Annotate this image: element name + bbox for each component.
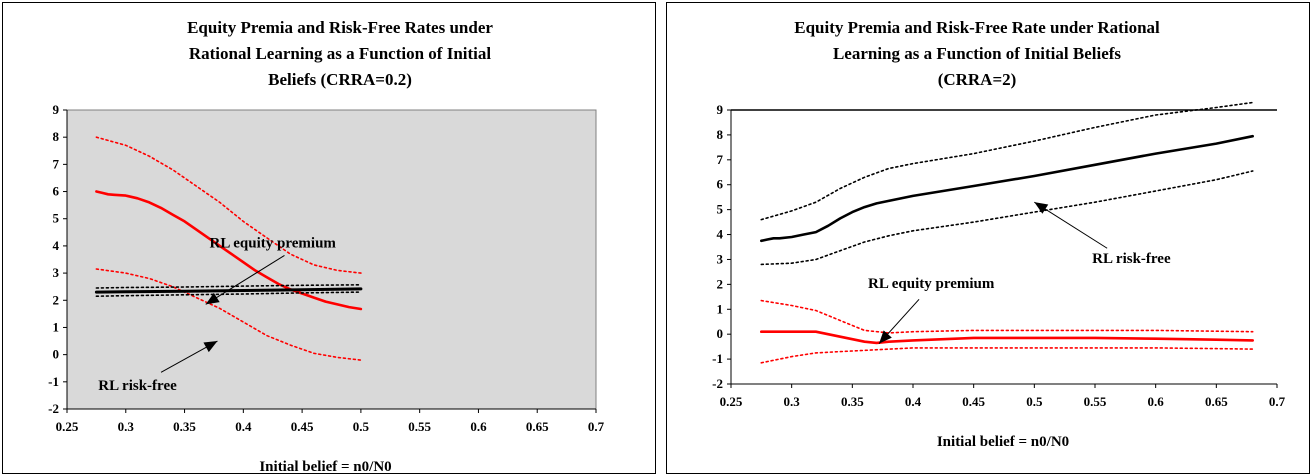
y-tick-label: -1 bbox=[712, 351, 723, 366]
y-tick-label: 0 bbox=[53, 347, 60, 362]
y-tick-label: 9 bbox=[53, 102, 60, 117]
annotation-label: RL equity premium bbox=[868, 276, 995, 292]
y-tick-label: 5 bbox=[717, 202, 724, 217]
x-tick-label: 0.4 bbox=[235, 419, 252, 434]
annotation-arrowhead bbox=[203, 341, 218, 353]
y-tick-label: 2 bbox=[53, 292, 60, 307]
chart-title-line: (CRRA=2) bbox=[937, 70, 1017, 89]
annotation-arrowhead bbox=[205, 292, 220, 305]
x-tick-label: 0.65 bbox=[526, 419, 549, 434]
y-tick-label: 8 bbox=[717, 127, 724, 142]
y-tick-label: 1 bbox=[53, 319, 60, 334]
annotation-label: RL risk-free bbox=[1092, 251, 1171, 267]
chart-title-line: Equity Premia and Risk-Free Rates under bbox=[187, 18, 493, 37]
y-tick-label: 3 bbox=[53, 265, 60, 280]
y-tick-label: 2 bbox=[717, 276, 724, 291]
annotation-arrowhead bbox=[1034, 202, 1049, 214]
chart-title-line: Learning as a Function of Initial Belief… bbox=[832, 44, 1122, 63]
x-tick-label: 0.6 bbox=[470, 419, 487, 434]
y-tick-label: -1 bbox=[48, 374, 59, 389]
series-line-riskfree bbox=[94, 287, 363, 294]
y-tick-label: 9 bbox=[717, 102, 724, 117]
y-tick-label: -2 bbox=[712, 376, 723, 391]
series-line-equity-band-lower bbox=[760, 347, 1254, 364]
x-tick-label: 0.45 bbox=[962, 394, 985, 409]
x-tick-label: 0.5 bbox=[1026, 394, 1043, 409]
annotation-label: RL risk-free bbox=[98, 378, 177, 394]
y-tick-label: 4 bbox=[53, 238, 60, 253]
x-tick-label: 0.4 bbox=[905, 394, 922, 409]
x-tick-label: 0.65 bbox=[1205, 394, 1228, 409]
x-tick-label: 0.6 bbox=[1148, 394, 1165, 409]
x-axis-label: Initial belief = n0/N0 bbox=[259, 459, 391, 475]
chart-panel-left: Equity Premia and Risk-Free Rates under … bbox=[2, 2, 656, 475]
x-axis-label: Initial belief = n0/N0 bbox=[937, 434, 1069, 450]
annotation-arrow-line bbox=[1034, 201, 1108, 249]
x-tick-label: 0.3 bbox=[784, 394, 801, 409]
x-tick-label: 0.25 bbox=[720, 394, 743, 409]
annotation-arrow-line bbox=[205, 254, 285, 305]
series-line-riskfree-band-upper bbox=[95, 283, 362, 289]
y-tick-label: 6 bbox=[717, 177, 724, 192]
y-tick-label: 7 bbox=[717, 152, 724, 167]
series-line-riskfree bbox=[760, 134, 1255, 243]
series-line-equity-band-upper bbox=[95, 136, 362, 274]
line-chart: -2 -1 0 1 2 3 4 5 6 7 8 9 0.25 0.3 0.35 0.4 0.45 0.5 0.55 0… bbox=[48, 102, 605, 475]
series-line-equity-band-upper bbox=[760, 299, 1254, 334]
chart-title: Equity Premia and Risk-Free Rates under … bbox=[105, 15, 575, 93]
chart-title: Equity Premia and Risk-Free Rate under R… bbox=[727, 15, 1227, 93]
x-tick-label: 0.45 bbox=[291, 419, 314, 434]
chart-title-line: Equity Premia and Risk-Free Rate under R… bbox=[794, 18, 1160, 37]
series-line-equity-band-lower bbox=[95, 268, 362, 361]
chart-panel-right: Equity Premia and Risk-Free Rate under R… bbox=[666, 2, 1310, 474]
plot-area bbox=[66, 109, 597, 410]
series-line-riskfree-band-upper bbox=[760, 101, 1254, 221]
x-tick-label: 0.25 bbox=[56, 419, 79, 434]
line-chart: -2 -1 0 1 2 3 4 5 6 7 8 9 0.25 0.3 0.35 0.4 0.45 0.5 0.55 0… bbox=[712, 101, 1286, 450]
y-tick-label: 4 bbox=[717, 227, 724, 242]
x-tick-label: 0.35 bbox=[173, 419, 196, 434]
annotation-arrowhead bbox=[879, 330, 892, 344]
y-tick-label: 5 bbox=[53, 211, 60, 226]
x-tick-label: 0.55 bbox=[408, 419, 431, 434]
chart-title-line: Rational Learning as a Function of Initi… bbox=[188, 44, 492, 63]
y-tick-label: 6 bbox=[53, 184, 60, 199]
y-tick-label: -2 bbox=[48, 401, 59, 416]
y-tick-label: 3 bbox=[717, 251, 724, 266]
x-tick-label: 0.5 bbox=[353, 419, 370, 434]
y-tick-label: 8 bbox=[53, 129, 60, 144]
x-tick-label: 0.7 bbox=[588, 419, 605, 434]
series-line-riskfree-band-lower bbox=[760, 170, 1254, 266]
x-tick-label: 0.7 bbox=[1269, 394, 1286, 409]
annotation-label: RL equity premium bbox=[210, 235, 337, 251]
y-tick-label: 1 bbox=[717, 301, 724, 316]
x-tick-label: 0.55 bbox=[1084, 394, 1107, 409]
series-line-equity bbox=[760, 330, 1255, 345]
y-tick-label: 7 bbox=[53, 156, 60, 171]
y-tick-label: 0 bbox=[717, 326, 724, 341]
chart-title-line: Beliefs (CRRA=0.2) bbox=[268, 70, 412, 89]
series-line-equity bbox=[95, 190, 363, 311]
x-tick-label: 0.35 bbox=[841, 394, 864, 409]
plot-area bbox=[731, 110, 1277, 384]
x-tick-label: 0.3 bbox=[118, 419, 135, 434]
